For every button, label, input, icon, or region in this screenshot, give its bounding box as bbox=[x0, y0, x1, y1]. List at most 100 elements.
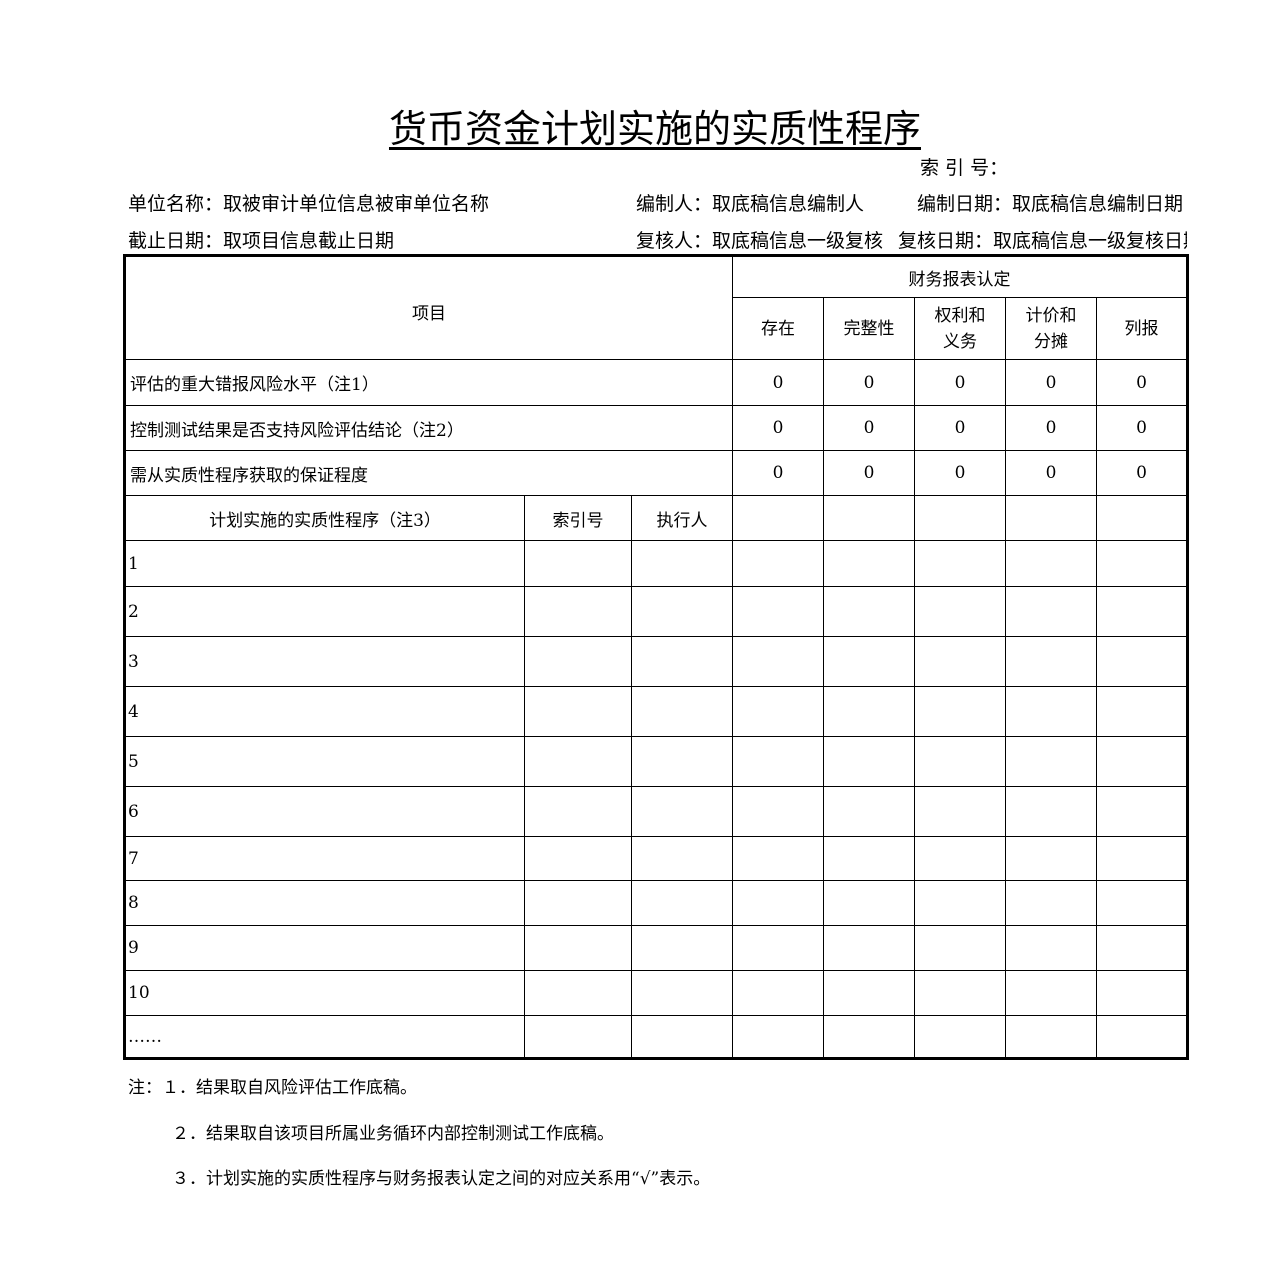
procedure-cell[interactable] bbox=[524, 540, 632, 587]
eval-value[interactable]: 0 bbox=[823, 359, 915, 406]
procedure-cell[interactable] bbox=[1096, 636, 1188, 687]
procedure-cell[interactable] bbox=[1005, 970, 1097, 1016]
procedure-cell[interactable] bbox=[631, 736, 733, 787]
procedure-cell[interactable] bbox=[1005, 786, 1097, 837]
procedure-cell[interactable] bbox=[524, 636, 632, 687]
procedure-number[interactable]: 9 bbox=[124, 925, 525, 971]
procedure-cell[interactable] bbox=[732, 736, 824, 787]
eval-value[interactable]: 0 bbox=[732, 450, 824, 496]
procedure-cell[interactable] bbox=[524, 1015, 632, 1059]
procedure-cell[interactable] bbox=[732, 925, 824, 971]
procedure-cell[interactable] bbox=[524, 836, 632, 881]
procedure-cell[interactable] bbox=[732, 636, 824, 687]
eval-value[interactable]: 0 bbox=[823, 450, 915, 496]
procedure-cell[interactable] bbox=[1005, 636, 1097, 687]
procedure-cell[interactable] bbox=[914, 586, 1006, 637]
procedure-cell[interactable] bbox=[631, 1015, 733, 1059]
procedure-cell[interactable] bbox=[524, 586, 632, 637]
procedure-cell[interactable] bbox=[631, 540, 733, 587]
procedure-cell[interactable] bbox=[631, 836, 733, 881]
procedure-cell[interactable] bbox=[914, 970, 1006, 1016]
procedure-cell[interactable] bbox=[914, 736, 1006, 787]
eval-value[interactable]: 0 bbox=[914, 359, 1006, 406]
procedure-cell[interactable] bbox=[914, 686, 1006, 737]
eval-value[interactable]: 0 bbox=[1096, 359, 1188, 406]
procedure-number[interactable]: …… bbox=[124, 1015, 525, 1059]
procedure-cell[interactable] bbox=[631, 925, 733, 971]
procedure-cell[interactable] bbox=[1096, 586, 1188, 637]
procedure-cell[interactable] bbox=[524, 970, 632, 1016]
procedure-cell[interactable] bbox=[1005, 925, 1097, 971]
procedure-cell[interactable] bbox=[732, 686, 824, 737]
procedure-number[interactable]: 8 bbox=[124, 880, 525, 926]
eval-value[interactable]: 0 bbox=[1096, 405, 1188, 451]
procedure-cell[interactable] bbox=[1096, 970, 1188, 1016]
procedure-cell[interactable] bbox=[823, 586, 915, 637]
procedure-cell[interactable] bbox=[732, 880, 824, 926]
procedure-cell[interactable] bbox=[914, 925, 1006, 971]
procedure-cell[interactable] bbox=[631, 880, 733, 926]
procedure-cell[interactable] bbox=[823, 786, 915, 837]
procedure-cell[interactable] bbox=[823, 736, 915, 787]
procedure-cell[interactable] bbox=[1005, 736, 1097, 787]
procedure-cell[interactable] bbox=[914, 880, 1006, 926]
procedure-cell[interactable] bbox=[732, 1015, 824, 1059]
eval-value[interactable]: 0 bbox=[1005, 450, 1097, 496]
procedure-cell[interactable] bbox=[524, 686, 632, 737]
procedure-cell[interactable] bbox=[1005, 686, 1097, 737]
procedure-cell[interactable] bbox=[631, 970, 733, 1016]
procedure-cell[interactable] bbox=[524, 925, 632, 971]
procedure-cell[interactable] bbox=[1096, 836, 1188, 881]
procedure-cell[interactable] bbox=[823, 636, 915, 687]
procedure-cell[interactable] bbox=[1096, 786, 1188, 837]
procedure-cell[interactable] bbox=[914, 786, 1006, 837]
procedure-cell[interactable] bbox=[1096, 880, 1188, 926]
procedure-cell[interactable] bbox=[1005, 540, 1097, 587]
procedure-cell[interactable] bbox=[524, 736, 632, 787]
procedure-cell[interactable] bbox=[524, 786, 632, 837]
procedure-number[interactable]: 4 bbox=[124, 686, 525, 737]
eval-value[interactable]: 0 bbox=[1005, 359, 1097, 406]
eval-value[interactable]: 0 bbox=[732, 405, 824, 451]
procedure-cell[interactable] bbox=[914, 1015, 1006, 1059]
procedure-cell[interactable] bbox=[1005, 836, 1097, 881]
procedure-cell[interactable] bbox=[631, 686, 733, 737]
procedure-cell[interactable] bbox=[823, 540, 915, 587]
procedure-cell[interactable] bbox=[914, 636, 1006, 687]
procedure-cell[interactable] bbox=[631, 786, 733, 837]
procedure-cell[interactable] bbox=[823, 1015, 915, 1059]
procedure-cell[interactable] bbox=[823, 686, 915, 737]
procedure-cell[interactable] bbox=[914, 540, 1006, 587]
eval-value[interactable]: 0 bbox=[732, 359, 824, 406]
procedure-number[interactable]: 2 bbox=[124, 586, 525, 637]
eval-value[interactable]: 0 bbox=[1096, 450, 1188, 496]
eval-value[interactable]: 0 bbox=[1005, 405, 1097, 451]
procedure-cell[interactable] bbox=[823, 925, 915, 971]
procedure-cell[interactable] bbox=[1096, 686, 1188, 737]
procedure-cell[interactable] bbox=[1096, 540, 1188, 587]
procedure-number[interactable]: 6 bbox=[124, 786, 525, 837]
procedure-number[interactable]: 1 bbox=[124, 540, 525, 587]
procedure-cell[interactable] bbox=[1096, 1015, 1188, 1059]
procedure-number[interactable]: 5 bbox=[124, 736, 525, 787]
procedure-cell[interactable] bbox=[823, 970, 915, 1016]
eval-value[interactable]: 0 bbox=[823, 405, 915, 451]
eval-value[interactable]: 0 bbox=[914, 405, 1006, 451]
procedure-cell[interactable] bbox=[1005, 586, 1097, 637]
procedure-cell[interactable] bbox=[732, 970, 824, 1016]
procedure-number[interactable]: 3 bbox=[124, 636, 525, 687]
procedure-cell[interactable] bbox=[631, 636, 733, 687]
procedure-cell[interactable] bbox=[1096, 925, 1188, 971]
procedure-cell[interactable] bbox=[631, 586, 733, 637]
procedure-cell[interactable] bbox=[914, 836, 1006, 881]
procedure-number[interactable]: 10 bbox=[124, 970, 525, 1016]
procedure-cell[interactable] bbox=[732, 540, 824, 587]
procedure-number[interactable]: 7 bbox=[124, 836, 525, 881]
procedure-cell[interactable] bbox=[732, 836, 824, 881]
procedure-cell[interactable] bbox=[732, 586, 824, 637]
procedure-cell[interactable] bbox=[1096, 736, 1188, 787]
procedure-cell[interactable] bbox=[1005, 1015, 1097, 1059]
eval-value[interactable]: 0 bbox=[914, 450, 1006, 496]
procedure-cell[interactable] bbox=[823, 880, 915, 926]
procedure-cell[interactable] bbox=[524, 880, 632, 926]
